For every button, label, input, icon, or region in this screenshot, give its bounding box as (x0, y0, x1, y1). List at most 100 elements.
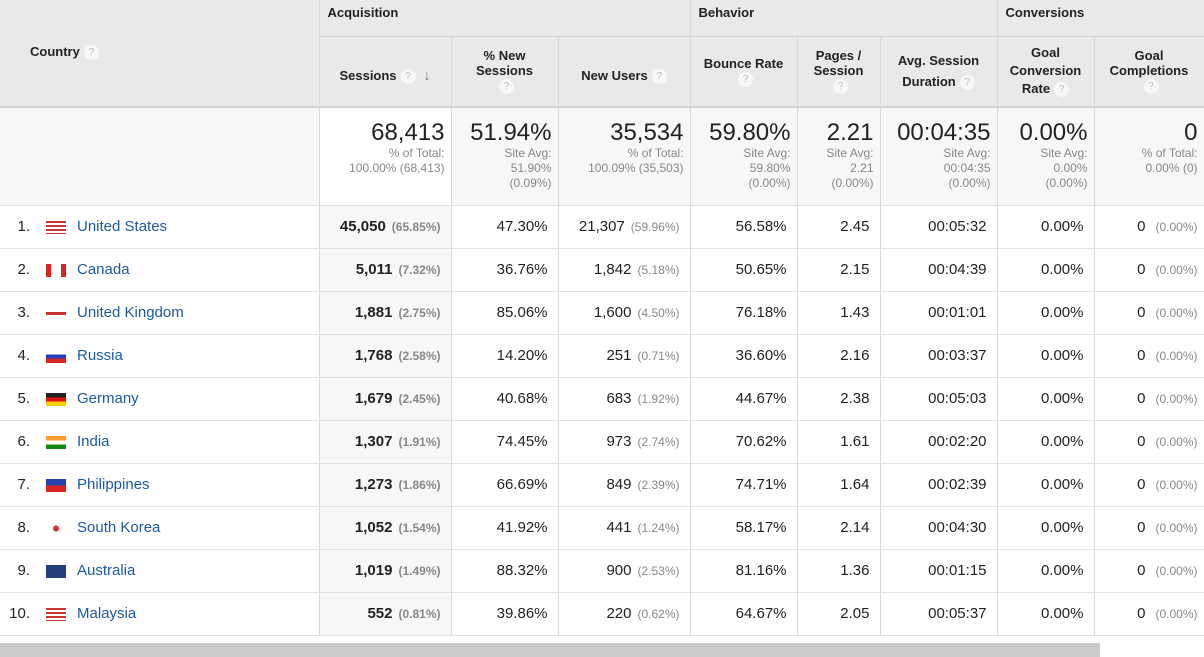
bounce-rate-cell: 50.65% (690, 248, 798, 292)
new-users-cell: 683 (1.92%) (558, 377, 691, 421)
country-cell: 4. Russia (0, 334, 320, 378)
new-users-cell: 220 (0.62%) (558, 592, 691, 636)
column-header-new-sessions[interactable]: % New Sessions? (451, 36, 559, 108)
bounce-rate-cell: 44.67% (690, 377, 798, 421)
sessions-value: 1,052 (354, 519, 393, 536)
sessions-cell: 5,011 (7.32%) (319, 248, 452, 292)
summary-goal-comp: 0% of Total: 0.00% (0) (1094, 107, 1204, 206)
column-header-goal-conversion-rate[interactable]: Goal Conversion Rate? (997, 36, 1095, 108)
new-users-percent: (2.74%) (637, 435, 680, 449)
sessions-value: 1,307 (354, 433, 393, 450)
bounce-rate-cell: 70.62% (690, 420, 798, 464)
row-index: 1. (17, 218, 30, 235)
group-behavior: Behavior (690, 0, 998, 37)
country-link[interactable]: Australia (77, 562, 136, 579)
avg-duration-cell: 00:01:01 (880, 291, 998, 335)
new-users-value: 849 (606, 476, 632, 493)
summary-note: Site Avg: (504, 146, 552, 160)
column-header-sessions[interactable]: Sessions? ↓ (319, 36, 452, 108)
summary-new-sessions: 51.94% Site Avg: 51.90% (0.09%) (451, 107, 559, 206)
goal-completions-percent: (0.00%) (1155, 435, 1198, 449)
new-users-percent: (1.24%) (637, 521, 680, 535)
new-users-value: 1,600 (593, 304, 632, 321)
flag-us-icon (46, 220, 66, 234)
summary-note: 51.90% (510, 161, 552, 175)
horizontal-scrollbar[interactable] (0, 643, 1100, 657)
pages-session-cell: 1.43 (797, 291, 881, 335)
country-link[interactable]: Malaysia (77, 605, 137, 622)
help-icon[interactable]: ? (83, 45, 99, 61)
country-link[interactable]: Russia (77, 347, 123, 364)
avg-duration-cell: 00:01:15 (880, 549, 998, 593)
summary-new-users: 35,534% of Total: 100.09% (35,503) (558, 107, 691, 206)
sessions-cell: 1,273 (1.86%) (319, 463, 452, 507)
table-row: 8. South Korea 1,052 (1.54%) 41.92% 441 (1.… (0, 506, 1204, 550)
help-icon[interactable]: ? (1143, 79, 1159, 95)
help-icon[interactable]: ? (833, 79, 848, 95)
goal-rate-label: Goal Conversion Rate (1009, 45, 1082, 97)
summary-pages: 2.21 Site Avg: 2.21 (0.00%) (797, 107, 881, 206)
bounce-rate-cell: 74.71% (690, 463, 798, 507)
column-header-avg-session-duration[interactable]: Avg. Session Duration? (880, 36, 998, 108)
country-cell: 2. Canada (0, 248, 320, 292)
country-link[interactable]: India (77, 433, 110, 450)
country-link[interactable]: Germany (77, 390, 139, 407)
new-users-cell: 441 (1.24%) (558, 506, 691, 550)
sort-descending-icon[interactable]: ↓ (423, 67, 431, 84)
new-users-percent: (2.53%) (637, 564, 680, 578)
column-header-goal-completions[interactable]: Goal Completions? (1094, 36, 1204, 108)
sessions-cell: 45,050 (65.85%) (319, 205, 452, 249)
goal-completions-value: 0 (1137, 218, 1146, 235)
new-sessions-cell: 36.76% (451, 248, 559, 292)
new-users-value: 900 (606, 562, 632, 579)
new-sessions-cell: 66.69% (451, 463, 559, 507)
goal-rate-cell: 0.00% (997, 334, 1095, 378)
help-icon[interactable]: ? (400, 69, 416, 85)
goal-completions-cell: 0 (0.00%) (1094, 291, 1204, 335)
column-header-country[interactable]: Country? (0, 0, 320, 108)
row-index: 9. (17, 562, 30, 579)
summary-country-cell (0, 107, 320, 206)
bounce-rate-cell: 56.58% (690, 205, 798, 249)
help-icon[interactable]: ? (959, 75, 975, 91)
column-header-pages-session[interactable]: Pages / Session? (797, 36, 881, 108)
sessions-value: 1,679 (354, 390, 393, 407)
pages-session-cell: 1.36 (797, 549, 881, 593)
new-sessions-cell: 41.92% (451, 506, 559, 550)
country-link[interactable]: Philippines (77, 476, 150, 493)
country-link[interactable]: Canada (77, 261, 130, 278)
new-users-cell: 21,307 (59.96%) (558, 205, 691, 249)
table-row: 2. Canada 5,011 (7.32%) 36.76% 1,842 (5.18%… (0, 248, 1204, 292)
new-users-percent: (1.92%) (637, 392, 680, 406)
new-users-percent: (59.96%) (630, 220, 680, 234)
goal-completions-value: 0 (1137, 347, 1146, 364)
row-index: 5. (17, 390, 30, 407)
help-icon[interactable]: ? (651, 69, 667, 85)
pages-session-cell: 2.45 (797, 205, 881, 249)
new-users-cell: 973 (2.74%) (558, 420, 691, 464)
column-header-bounce-rate[interactable]: Bounce Rate? (690, 36, 798, 108)
column-header-new-users[interactable]: New Users? (558, 36, 691, 108)
goal-completions-cell: 0 (0.00%) (1094, 248, 1204, 292)
goal-rate-cell: 0.00% (997, 506, 1095, 550)
country-link[interactable]: United Kingdom (77, 304, 184, 321)
help-icon[interactable]: ? (1054, 82, 1070, 98)
avg-duration-cell: 00:04:30 (880, 506, 998, 550)
goal-completions-cell: 0 (0.00%) (1094, 463, 1204, 507)
new-sessions-cell: 85.06% (451, 291, 559, 335)
help-icon[interactable]: ? (499, 79, 514, 95)
new-sessions-cell: 14.20% (451, 334, 559, 378)
new-users-cell: 900 (2.53%) (558, 549, 691, 593)
country-link[interactable]: United States (77, 218, 168, 235)
sessions-percent: (1.91%) (398, 435, 441, 449)
help-icon[interactable]: ? (738, 71, 753, 87)
country-link[interactable]: South Korea (77, 519, 161, 536)
new-users-value: 220 (606, 605, 632, 622)
flag-my-icon (46, 607, 66, 621)
summary-note: (0.00%) (748, 176, 791, 190)
sessions-percent: (1.86%) (398, 478, 441, 492)
summary-note: (0.09%) (509, 176, 552, 190)
summary-sessions: 68,413% of Total: 100.00% (68,413) (319, 107, 452, 206)
new-users-value: 1,842 (593, 261, 632, 278)
row-index: 6. (17, 433, 30, 450)
